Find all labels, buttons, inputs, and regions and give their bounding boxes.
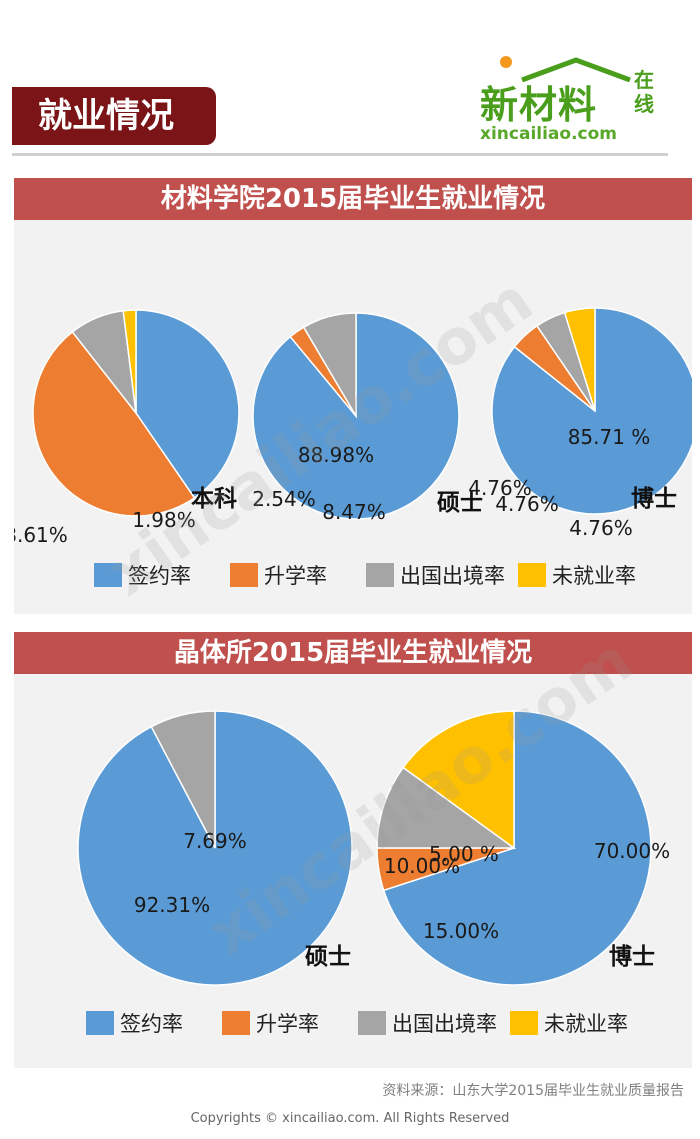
legend-swatch (222, 1011, 250, 1035)
section-tag: 就业情况 (12, 87, 216, 145)
copyright: Copyrights © xincailiao.com. All Rights … (190, 1111, 510, 1126)
legend-label: 签约率 (128, 564, 191, 588)
legend-item: 签约率 (94, 560, 230, 590)
legend-label: 未就业率 (544, 1012, 628, 1036)
data-label: 4.76% (569, 516, 633, 540)
pie-slice-4 (563, 307, 596, 412)
legend-label: 未就业率 (552, 564, 636, 588)
legend-item: 升学率 (222, 1008, 358, 1038)
pie-slice-2 (32, 330, 196, 517)
source-note: 资料来源：山东大学2015届毕业生就业质量报告 (382, 1083, 684, 1099)
header-divider (12, 153, 668, 156)
pie-name-label: 硕士 (437, 490, 483, 516)
legend-swatch (230, 563, 258, 587)
data-label: 70.00% (594, 839, 670, 863)
pie-slice-4 (122, 309, 137, 414)
legend-label: 出国出境率 (392, 1012, 497, 1036)
pie-slice-3 (302, 312, 357, 419)
legend-swatch (94, 563, 122, 587)
data-label: 1.98% (132, 508, 196, 532)
legend-swatch (366, 563, 394, 587)
pie-slice-3 (376, 766, 517, 849)
legend-swatch (86, 1011, 114, 1035)
data-label: 7.69% (183, 829, 247, 853)
data-label: 8.61% (14, 523, 68, 547)
legend-label: 升学率 (264, 564, 327, 588)
pie-name-label: 本科 (191, 486, 237, 512)
chart-panel-materials: 材料学院2015届毕业生就业情况 40.40%49.01%8.61%1.98%本… (14, 178, 692, 614)
legend-item: 升学率 (230, 560, 366, 590)
legend-item: 未就业率 (510, 1008, 650, 1038)
legend-label: 出国出境率 (400, 564, 505, 588)
logo-side-text: 在线 (634, 68, 654, 116)
data-label: 15.00% (423, 919, 499, 943)
legend-swatch (358, 1011, 386, 1035)
legend-swatch (518, 563, 546, 587)
legend-item: 签约率 (86, 1008, 222, 1038)
brand-logo: 新材料 在线 xincailiao.com (460, 52, 670, 152)
chart-legend: 签约率 升学率 出国出境率 未就业率 (86, 1008, 650, 1038)
pie-slice-1 (382, 710, 652, 986)
pie-slice-4 (402, 710, 515, 850)
pie-name-label: 硕士 (305, 944, 351, 970)
legend-item: 未就业率 (518, 560, 658, 590)
chart-title: 材料学院2015届毕业生就业情况 (14, 178, 692, 220)
legend-swatch (510, 1011, 538, 1035)
legend-item: 出国出境率 (366, 560, 518, 590)
data-label: 92.31% (134, 893, 210, 917)
data-label: 88.98% (298, 443, 374, 467)
pie-slice-1 (491, 307, 692, 515)
pie-chart-group: 92.31% 7.69% 硕士 70.00% 5.00 %10.00% 15.00% 博士 (77, 710, 670, 986)
data-label: 2.54% (252, 487, 316, 511)
legend-label: 升学率 (256, 1012, 319, 1036)
data-label: 10.00% (384, 854, 460, 878)
data-label: 5.00 % (429, 842, 499, 866)
chart-title: 晶体所2015届毕业生就业情况 (14, 632, 692, 674)
logo-main-text: 新材料 (480, 83, 598, 127)
pie-name-label: 博士 (609, 943, 655, 970)
data-label: 4.76% (468, 476, 532, 500)
pie-slice-3 (150, 710, 216, 849)
chart-legend: 签约率 升学率 出国出境率 未就业率 (94, 560, 658, 590)
pie-chart-group: 40.40%49.01%8.61%1.98%本科88.98%2.54%8.47%… (14, 307, 692, 547)
legend-label: 签约率 (120, 1012, 183, 1036)
data-label: 85.71 % (568, 425, 651, 449)
legend-item: 出国出境率 (358, 1008, 510, 1038)
data-label: 8.47% (322, 500, 386, 524)
logo-dot-icon (500, 56, 512, 68)
chart-panel-crystal: 晶体所2015届毕业生就业情况 92.31% 7.69% 硕士 70.00% 5.00 … (14, 632, 692, 1068)
house-roof-icon (521, 57, 631, 82)
pie-name-label: 博士 (631, 485, 677, 512)
pie-slice-1 (135, 309, 240, 499)
logo-domain: xincailiao.com (480, 124, 618, 144)
data-label: 4.76% (495, 492, 559, 516)
